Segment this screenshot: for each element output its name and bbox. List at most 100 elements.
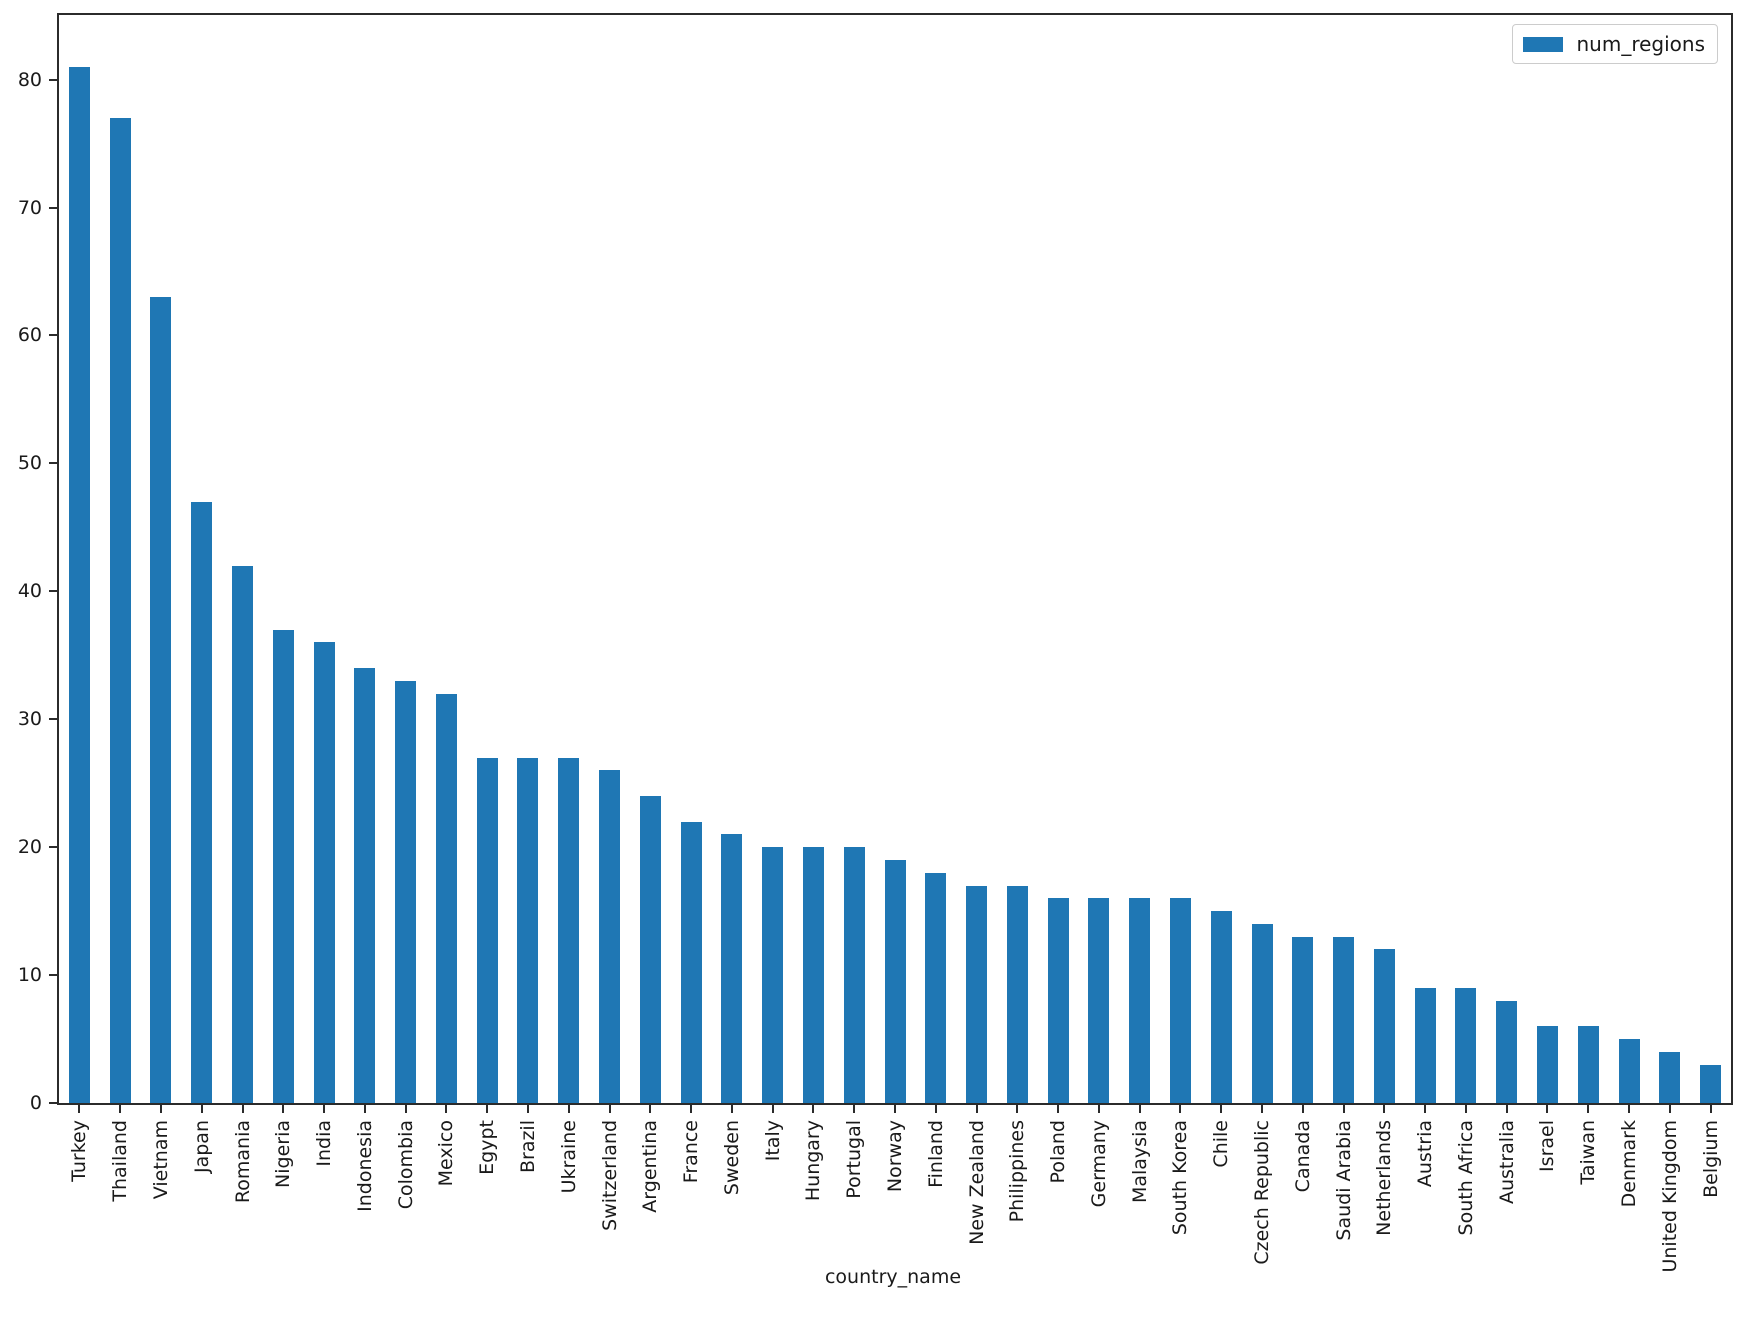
y-tick-label: 60 xyxy=(17,324,42,347)
x-tick-mark xyxy=(1016,1105,1019,1113)
y-tick-label: 80 xyxy=(17,68,42,91)
bar-canada xyxy=(1292,937,1314,1103)
x-tick-mark xyxy=(1709,1105,1712,1113)
x-tick-label: Austria xyxy=(1414,1120,1437,1188)
x-tick-label: Israel xyxy=(1536,1120,1559,1172)
bar-chile xyxy=(1210,911,1232,1103)
x-tick-label: Ukraine xyxy=(557,1120,580,1194)
x-tick-label: Colombia xyxy=(394,1120,417,1210)
bar-australia xyxy=(1496,1001,1518,1103)
x-tick-mark xyxy=(363,1105,366,1113)
bar-indonesia xyxy=(354,668,376,1103)
bar-switzerland xyxy=(599,770,621,1103)
bar-vietnam xyxy=(150,297,172,1103)
y-tick-mark xyxy=(49,974,57,977)
bar-nigeria xyxy=(272,630,294,1103)
bar-south-africa xyxy=(1455,988,1477,1103)
x-tick-mark xyxy=(1383,1105,1386,1113)
x-tick-mark xyxy=(404,1105,407,1113)
x-tick-mark xyxy=(78,1105,81,1113)
y-tick-mark xyxy=(49,846,57,849)
y-tick-mark xyxy=(49,718,57,721)
x-tick-mark xyxy=(119,1105,122,1113)
x-tick-label: Poland xyxy=(1047,1120,1070,1184)
x-tick-mark xyxy=(1546,1105,1549,1113)
y-tick-label: 50 xyxy=(17,452,42,475)
x-tick-mark xyxy=(241,1105,244,1113)
y-tick-label: 0 xyxy=(29,1092,42,1114)
x-tick-mark xyxy=(1505,1105,1508,1113)
bar-japan xyxy=(191,502,213,1103)
x-tick-mark xyxy=(1668,1105,1671,1113)
legend: num_regions xyxy=(1512,24,1718,64)
bar-colombia xyxy=(395,681,417,1103)
bar-hungary xyxy=(802,847,824,1103)
bar-thailand xyxy=(109,118,131,1103)
bar-portugal xyxy=(843,847,865,1103)
x-tick-label: India xyxy=(313,1120,336,1167)
x-tick-label: Netherlands xyxy=(1373,1120,1396,1236)
x-tick-label: Denmark xyxy=(1618,1120,1641,1208)
x-tick-mark xyxy=(812,1105,815,1113)
bar-turkey xyxy=(68,67,90,1103)
x-tick-label: Thailand xyxy=(109,1120,132,1202)
bar-new-zealand xyxy=(966,886,988,1103)
bar-netherlands xyxy=(1373,949,1395,1103)
x-tick-label: United Kingdom xyxy=(1658,1120,1681,1273)
x-tick-label: South Africa xyxy=(1454,1120,1477,1236)
x-tick-mark xyxy=(159,1105,162,1113)
bar-brazil xyxy=(517,758,539,1103)
legend-swatch xyxy=(1523,36,1564,52)
y-tick-label: 40 xyxy=(17,580,42,603)
x-tick-mark xyxy=(934,1105,937,1113)
y-tick-label: 20 xyxy=(17,836,42,859)
y-tick-mark xyxy=(49,206,57,209)
bar-romania xyxy=(232,566,253,1103)
x-tick-mark xyxy=(200,1105,203,1113)
y-tick-mark xyxy=(49,462,57,465)
x-tick-mark xyxy=(608,1105,611,1113)
x-tick-label: Vietnam xyxy=(149,1120,172,1200)
x-tick-label: Indonesia xyxy=(353,1120,376,1212)
x-tick-label: Chile xyxy=(1210,1120,1233,1168)
x-tick-mark xyxy=(486,1105,489,1113)
x-tick-mark xyxy=(1057,1105,1060,1113)
x-tick-mark xyxy=(1138,1105,1141,1113)
x-tick-label: Australia xyxy=(1495,1120,1518,1205)
bar-sweden xyxy=(721,834,743,1103)
x-tick-label: Switzerland xyxy=(598,1120,621,1231)
bar-finland xyxy=(925,873,947,1103)
x-tick-label: Italy xyxy=(761,1120,784,1162)
x-tick-label: Malaysia xyxy=(1128,1120,1151,1204)
x-tick-label: Turkey xyxy=(68,1120,91,1182)
bar-belgium xyxy=(1700,1065,1722,1103)
x-tick-mark xyxy=(526,1105,529,1113)
legend-label: num_regions xyxy=(1576,32,1705,56)
x-tick-mark xyxy=(1097,1105,1100,1113)
x-tick-label: Egypt xyxy=(476,1120,499,1175)
x-tick-label: Argentina xyxy=(639,1120,662,1213)
x-tick-label: Taiwan xyxy=(1577,1120,1600,1185)
bar-india xyxy=(313,642,335,1103)
bar-south-korea xyxy=(1169,898,1191,1103)
x-tick-label: Norway xyxy=(884,1120,906,1193)
x-tick-label: France xyxy=(680,1120,703,1184)
x-tick-label: New Zealand xyxy=(965,1120,988,1245)
x-tick-label: Romania xyxy=(231,1120,254,1204)
bar-mexico xyxy=(435,694,457,1103)
x-tick-mark xyxy=(894,1105,896,1113)
bar-germany xyxy=(1088,898,1110,1103)
x-tick-mark xyxy=(1424,1105,1427,1113)
bar-saudi-arabia xyxy=(1333,937,1355,1103)
x-tick-label: South Korea xyxy=(1169,1120,1192,1236)
x-tick-label: Canada xyxy=(1291,1120,1314,1193)
bar-norway xyxy=(884,860,906,1103)
y-tick-mark xyxy=(49,590,57,593)
bar-malaysia xyxy=(1129,898,1151,1103)
bar-argentina xyxy=(639,796,661,1103)
x-tick-mark xyxy=(323,1105,326,1113)
x-tick-mark xyxy=(1220,1105,1223,1113)
bar-italy xyxy=(762,847,784,1103)
x-tick-mark xyxy=(730,1105,733,1113)
